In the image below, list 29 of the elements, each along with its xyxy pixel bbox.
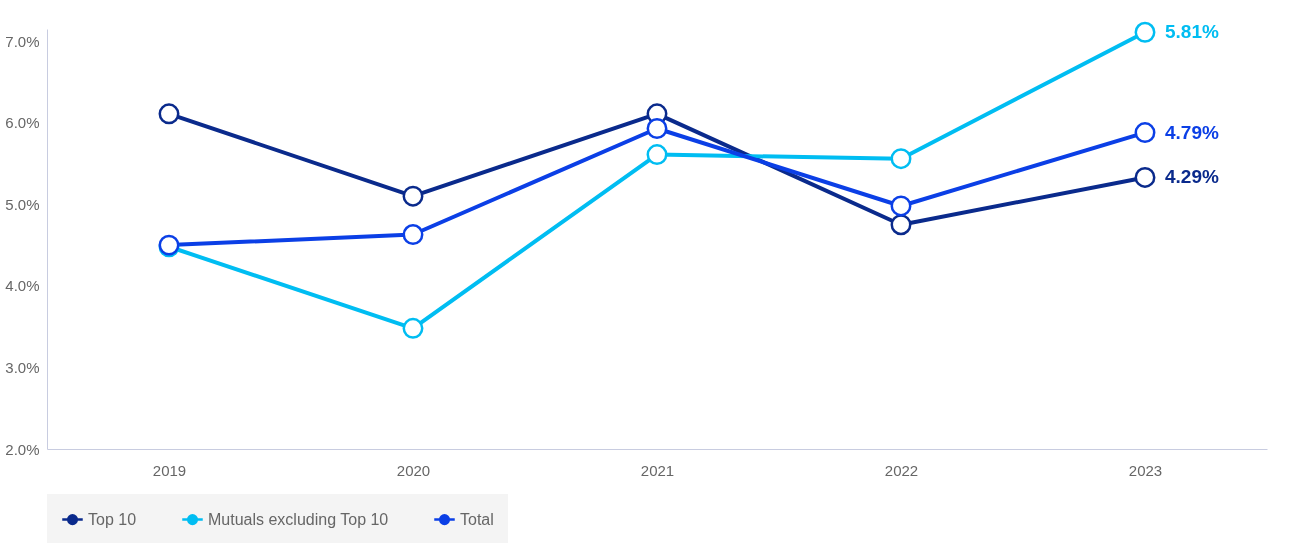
annotation: 4.29% — [1165, 166, 1219, 188]
point — [646, 118, 668, 139]
x-tick-label: 2021 — [640, 461, 675, 479]
point — [1134, 122, 1156, 144]
legend-label: Top 10 — [88, 510, 137, 528]
point — [158, 103, 180, 125]
y-tick-label: 6.0% — [5, 114, 40, 132]
point — [1134, 166, 1156, 188]
annotation: 4.79% — [1165, 121, 1219, 143]
point — [646, 144, 668, 166]
x-tick-label: 2023 — [1128, 461, 1163, 479]
y-tick-label: 3.0% — [5, 358, 40, 376]
point — [402, 317, 424, 339]
y-tick-label: 5.0% — [5, 195, 40, 213]
y-tick-label: 2.0% — [5, 440, 40, 458]
x-tick-label: 2019 — [152, 461, 187, 479]
legend-label: Mutuals excluding Top 10 — [208, 510, 389, 528]
point — [890, 214, 912, 236]
x-tick-label: 2022 — [884, 461, 919, 479]
point — [890, 195, 912, 217]
point — [402, 224, 424, 245]
legend-label: Total — [460, 510, 494, 528]
y-tick-label: 7.0% — [5, 32, 40, 50]
point — [402, 185, 424, 207]
point — [1134, 21, 1156, 43]
annotation: 5.81% — [1165, 21, 1219, 43]
x-tick-label: 2020 — [396, 461, 431, 479]
point — [890, 148, 912, 170]
y-tick-label: 4.0% — [5, 277, 40, 295]
